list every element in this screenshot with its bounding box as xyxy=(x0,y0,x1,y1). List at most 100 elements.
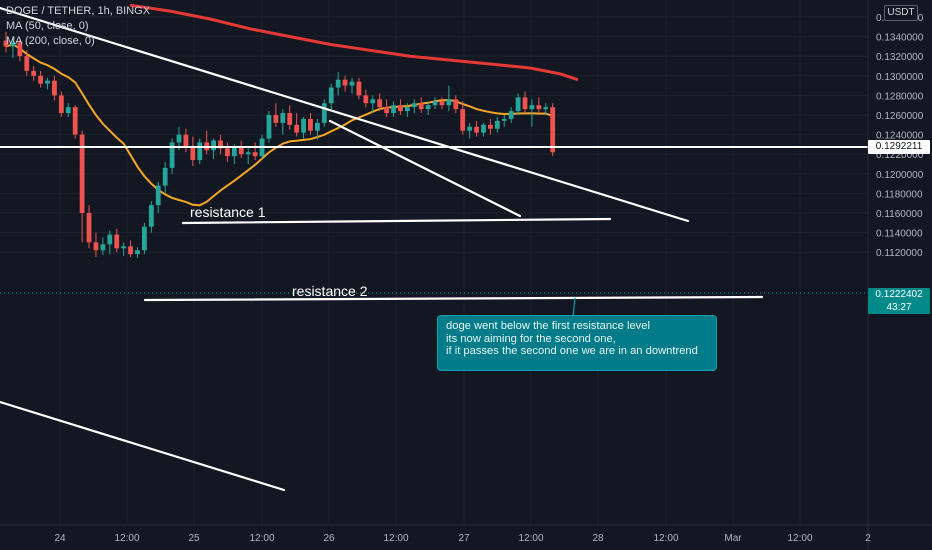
candle xyxy=(148,201,154,233)
candle-body xyxy=(391,105,396,114)
candle-body xyxy=(31,70,37,76)
candle xyxy=(225,142,230,163)
candle xyxy=(460,101,466,135)
candle-body xyxy=(100,244,106,251)
x-tick-label: 26 xyxy=(323,533,335,544)
y-tick-label: 0.1260000 xyxy=(876,111,924,122)
symbol-title[interactable]: DOGE / TETHER, 1h, BINGX xyxy=(6,5,151,17)
candle-body xyxy=(211,140,216,151)
time-axis[interactable]: 24 12:00 25 12:00 26 12:00 27 12:00 28 12:00 Mar 12… xyxy=(54,533,871,544)
candle xyxy=(522,91,528,114)
ma200-legend[interactable]: MA (200, close, 0) xyxy=(6,35,95,47)
y-tick-label: 0.1320000 xyxy=(876,52,924,63)
candle-body xyxy=(308,118,313,131)
bar-countdown: 43:27 xyxy=(886,302,912,313)
candle-body xyxy=(245,152,251,155)
candle xyxy=(453,95,459,114)
candle xyxy=(218,134,223,155)
x-tick-label: 12:00 xyxy=(787,533,812,544)
candle xyxy=(121,242,127,257)
candle xyxy=(183,128,189,153)
candles xyxy=(3,31,556,259)
trendline-middle xyxy=(328,119,522,218)
y-tick-label: 0.1200000 xyxy=(876,170,924,181)
candle xyxy=(446,85,452,112)
resistance-2-label: resistance 2 xyxy=(292,283,368,299)
candle-body xyxy=(529,105,535,110)
y-tick-label: 0.1180000 xyxy=(876,189,923,200)
candle xyxy=(308,113,313,135)
candle xyxy=(280,109,286,135)
x-tick-label: 12:00 xyxy=(383,533,408,544)
candle-body xyxy=(501,118,507,121)
candle-body xyxy=(321,103,327,123)
candle-body xyxy=(287,113,293,125)
annotation-callout[interactable]: doge went below the first resistance lev… xyxy=(437,315,717,371)
candle xyxy=(211,138,216,160)
candle-body xyxy=(38,75,43,84)
candle xyxy=(245,148,251,164)
candle xyxy=(287,105,293,130)
x-tick-label: 25 xyxy=(188,533,200,544)
candle-body xyxy=(384,107,389,114)
candle xyxy=(391,101,396,117)
candle-body xyxy=(439,101,445,106)
candle xyxy=(294,113,300,137)
x-tick-label: 12:00 xyxy=(249,533,274,544)
candle xyxy=(349,77,355,94)
candle-body xyxy=(107,234,113,245)
candle-body xyxy=(515,97,521,112)
candle-body xyxy=(238,146,244,155)
candle-body xyxy=(58,95,64,114)
y-tick-label: 0.1160000 xyxy=(876,209,923,220)
candle-body xyxy=(432,101,438,106)
candle xyxy=(488,118,493,135)
candle-body xyxy=(460,109,466,131)
candle xyxy=(301,116,306,139)
ma50-legend[interactable]: MA (50, close, 0) xyxy=(6,20,89,32)
ma200-path xyxy=(129,3,579,82)
candle-body xyxy=(114,234,120,249)
trendline-upper-long xyxy=(0,6,690,223)
candle-body xyxy=(411,103,417,108)
candle xyxy=(550,103,556,157)
candle xyxy=(65,103,71,117)
x-tick-label: 12:00 xyxy=(518,533,543,544)
current-price-tag: 0.1222402 43:27 xyxy=(868,288,930,314)
candle xyxy=(501,115,507,127)
candle-body xyxy=(197,142,203,161)
x-tick-label: Mar xyxy=(724,533,742,544)
resistance-2-line xyxy=(143,295,764,302)
candle-body xyxy=(183,134,189,147)
candle-body xyxy=(190,146,196,161)
candle-body xyxy=(135,250,140,255)
candle-body xyxy=(315,122,320,131)
candle xyxy=(135,247,140,259)
candle xyxy=(474,120,479,137)
candle-body xyxy=(418,103,424,110)
trendline-lower xyxy=(0,400,286,492)
candle xyxy=(315,118,320,140)
y-tick-label: 0.1340000 xyxy=(876,33,924,44)
candle-body xyxy=(266,115,272,139)
candle xyxy=(536,97,542,114)
candle-body xyxy=(225,148,230,157)
candle xyxy=(328,83,334,110)
horizontal-line-price-tag: 0.1292211 xyxy=(868,140,930,154)
candle-body xyxy=(128,246,133,255)
ma50-path xyxy=(5,43,554,207)
currency-badge[interactable]: USDT xyxy=(884,5,918,21)
candle xyxy=(3,31,9,53)
resistance-1-label: resistance 1 xyxy=(190,204,266,220)
candle xyxy=(321,99,327,127)
candle xyxy=(155,181,161,213)
price-axis[interactable]: 0.13600000.13400000.13200000.13000000.12… xyxy=(876,13,924,259)
candle-body xyxy=(273,115,279,123)
candle xyxy=(439,97,445,110)
callout-line-1: doge went below the first resistance lev… xyxy=(446,320,650,332)
candle xyxy=(72,105,78,139)
candle xyxy=(481,122,486,137)
candle-body xyxy=(176,134,182,143)
candle-body xyxy=(550,107,556,153)
